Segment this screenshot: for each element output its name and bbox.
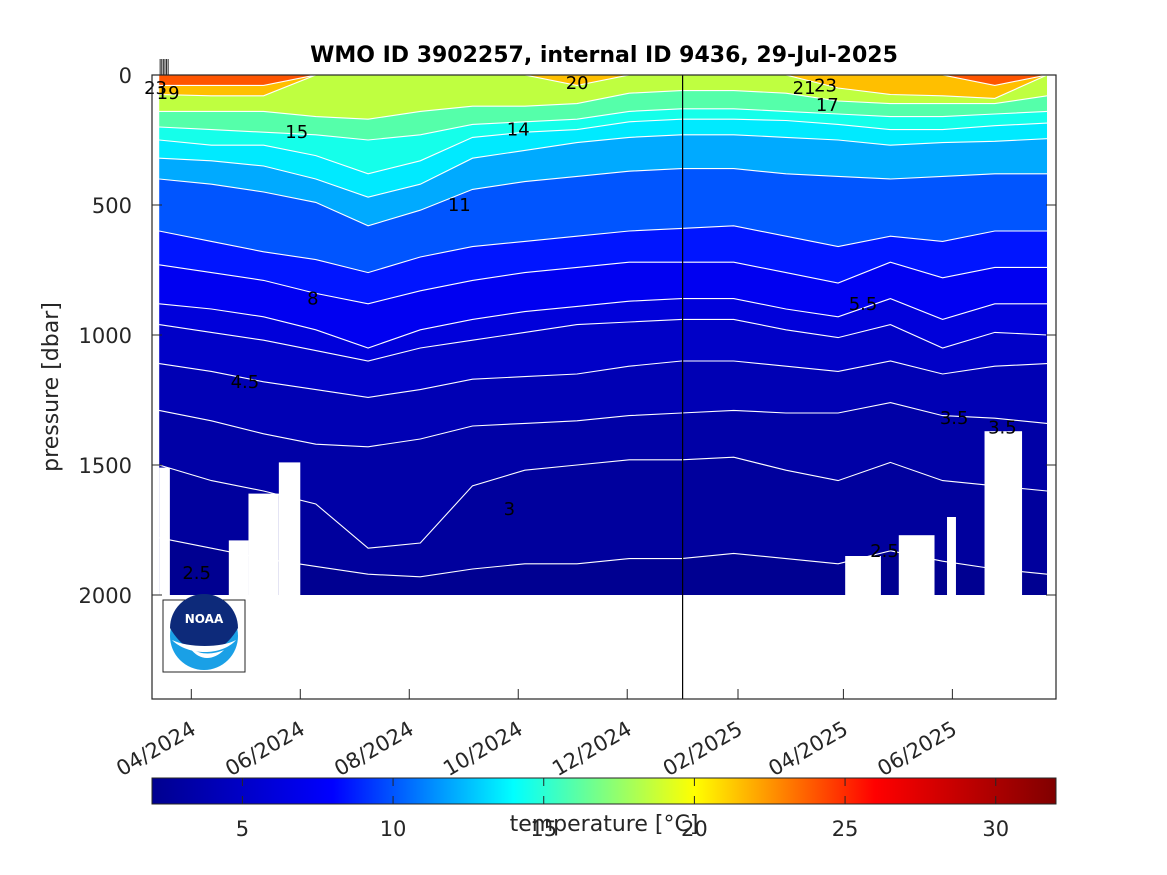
y-axis: 0 500 1000 1500 2000 [79,64,1056,608]
temperature-band [159,262,1048,348]
colorbar-label: temperature [°C] [510,812,699,837]
temperature-band [159,537,1048,595]
isotherm-3.5 [158,402,1048,448]
x-tick-label: 06/2025 [873,717,961,781]
no-data-area [248,493,279,596]
y-axis-label: pressure [dbar] [39,302,64,472]
colorbar-tick-label: 5 [236,817,249,841]
temperature-band [159,319,1048,398]
colorbar-tick-label: 15 [530,817,557,841]
temperature-band [159,108,1048,174]
noaa-logo: NOAA [162,594,246,673]
x-tick-label: 04/2025 [764,717,852,781]
isotherm-9 [158,225,1048,274]
contour-label: 5.5 [849,294,878,315]
temperature-band [159,168,1048,273]
no-data-area [898,535,935,596]
y-tick-label: 2000 [79,584,132,608]
no-data-area [947,517,956,596]
contour-label: 23 [814,75,837,96]
colorbar-tick-label: 20 [681,817,708,841]
isotherm-2.5 [158,537,1048,578]
x-tick-label: 08/2024 [330,717,418,781]
isotherm-4.5 [159,360,1048,398]
x-tick-label: 06/2024 [221,717,309,781]
contour-label: 21 [793,78,816,99]
isotherm-17 [159,90,1048,120]
isotherm-15 [159,108,1048,141]
colorbar-tick-label: 30 [982,817,1009,841]
plot-frame [151,74,1057,700]
colorbar-tick-label: 25 [832,817,859,841]
contour-label: 3 [504,499,515,520]
x-tick-label: 12/2024 [548,717,636,781]
no-data-area [152,595,1056,699]
chart-title: WMO ID 3902257, internal ID 9436, 29-Jul… [310,43,898,68]
y-tick-label: 1000 [79,324,132,348]
isotherm-20 [159,75,1048,99]
profile-marks [159,59,169,75]
isotherm-23 [159,75,1048,86]
contour-label: 14 [507,120,530,141]
contour-label: 4.5 [231,372,260,393]
no-data-area [159,467,170,596]
isotherm-13 [159,134,1048,198]
contour-label: 8 [307,289,318,310]
isotherm-14 [159,118,1048,175]
no-data-area [1047,75,1056,699]
contour-label: 20 [566,73,589,94]
temperature-band [159,298,1048,361]
contour-label: 3.5 [940,408,969,429]
colorbar-tick-label: 10 [380,817,407,841]
temperature-band [159,134,1048,226]
isotherm-3 [158,456,1048,549]
colorbar [151,777,1057,805]
contour-label: 17 [816,95,839,116]
temperature-band [159,402,1048,549]
isotherm-6.5 [159,298,1048,349]
isotherm-8 [159,261,1048,305]
no-data-area [152,75,160,699]
contour-label: 3.5 [988,417,1017,438]
x-tick-label: 02/2025 [659,717,747,781]
missing-data-masks [152,75,1056,699]
contour-label: 11 [448,195,471,216]
x-axis: 04/2024 06/2024 08/2024 10/2024 12/2024 02/20… [112,689,961,781]
y-tick-label: 1500 [79,454,132,478]
temperature-band [159,75,1048,99]
no-data-area [845,556,881,596]
temperature-band [159,119,1048,198]
temperature-band [159,361,1048,447]
temperature-band [159,75,1048,86]
isotherm-lines [158,75,1048,578]
isotherm-5.5 [159,318,1048,362]
logo-text: NOAA [185,612,224,626]
y-tick-label: 0 [119,64,132,88]
contour-label: 15 [285,122,308,143]
temperature-field [159,75,1048,595]
contour-label: 2.5 [182,563,211,584]
colorbar-ticks: 5 10 15 20 25 30 [236,778,1009,841]
isotherm-11 [159,168,1048,227]
contour-label: 19 [157,83,180,104]
x-tick-label: 10/2024 [439,717,527,781]
temperature-band [159,457,1048,577]
contour-label: 2.5 [870,541,899,562]
x-tick-label: 04/2024 [112,717,200,781]
contour-label: 23 [144,78,167,99]
no-data-area [278,462,301,596]
y-tick-label: 500 [92,194,132,218]
temperature-band [159,75,1048,120]
no-data-area [228,540,249,596]
